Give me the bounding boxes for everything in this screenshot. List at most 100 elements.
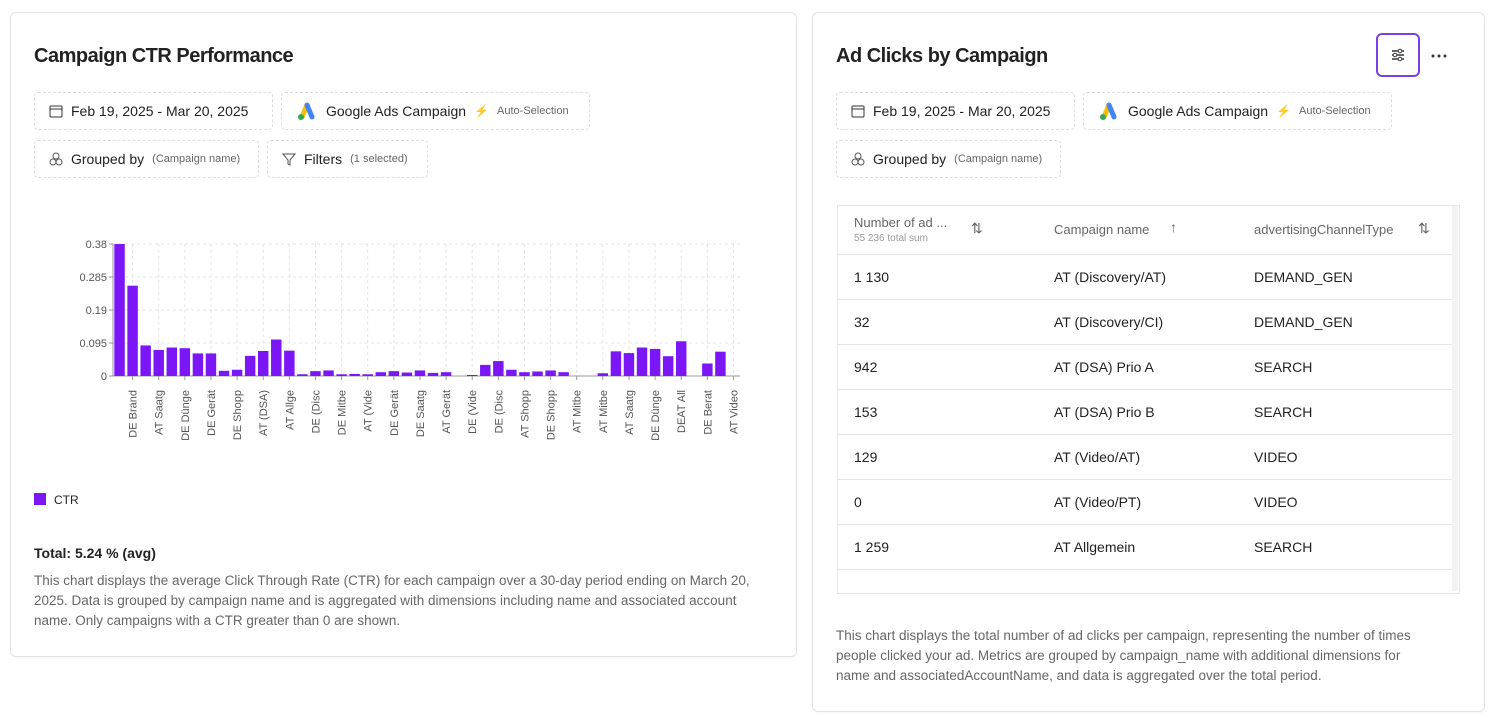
column-header[interactable]: Campaign name [1054,222,1150,237]
bar [244,355,256,376]
grouped-by-value: (Campaign name) [152,153,241,165]
x-tick-label: AT Video [728,390,740,434]
scrollbar[interactable] [1452,206,1458,591]
filter-chip[interactable]: Filters (1 selected) [267,140,428,178]
bar [414,370,426,376]
x-tick-label: AT (Vide [363,390,375,432]
x-tick-label: AT Saatg [624,390,636,435]
bar [401,372,413,376]
x-tick-label: DE (Disc [493,390,505,434]
bar [192,353,204,376]
x-tick-label: DE Shopp [232,390,244,440]
x-tick-label: DE Shopp [546,390,558,440]
x-tick-label: AT Allge [284,390,296,430]
table-row[interactable]: 1 130 AT (Discovery/AT) DEMAND_GEN [838,254,1452,300]
x-tick-label: AT Gerät [441,390,453,434]
date-chip[interactable]: Feb 19, 2025 - Mar 20, 2025 [34,92,273,130]
x-tick-label: AT Mitbe [572,390,584,433]
x-tick-label: AT Shopp [519,390,531,438]
x-tick-label: AT Mitbe [598,390,610,433]
bar [166,347,178,376]
bar [558,372,569,376]
filters-value: (1 selected) [350,153,408,165]
table-row[interactable]: 153 AT (DSA) Prio B SEARCH [838,389,1452,435]
table-row[interactable]: 32 AT (Discovery/CI) DEMAND_GEN [838,299,1452,345]
bar [532,371,543,376]
bar [493,361,504,376]
bar [127,285,138,376]
sort-icon[interactable]: ⇅ [971,220,983,236]
table-cell: AT Allgemein [1054,539,1136,555]
x-tick-label: DE (Disc [310,390,322,434]
card-title: Campaign CTR Performance [34,45,294,67]
table-row[interactable]: 942 AT (DSA) Prio A SEARCH [838,344,1452,390]
y-tick-label: 0.38 [86,239,107,251]
column-sum: 55 236 total sum [854,233,928,244]
bar [636,347,648,376]
table-row[interactable]: 1 259 AT Allgemein SEARCH [838,524,1452,570]
auto-selection: Auto-Selection [1299,105,1371,117]
table-cell: VIDEO [1254,449,1298,465]
table-row[interactable]: 129 AT (Video/AT) VIDEO [838,434,1452,480]
x-tick-label: DE Dünge [650,390,662,441]
bar [545,370,556,376]
bar [440,372,452,376]
table-cell: 1 259 [854,539,890,555]
date-chip[interactable]: Feb 19, 2025 - Mar 20, 2025 [836,92,1075,130]
bar [506,369,517,376]
bar [323,370,334,376]
source: Google Ads Campaign [1128,103,1269,119]
column-header[interactable]: Number of ad ... [854,215,948,230]
group-icon [49,152,63,166]
table-cell: AT (Discovery/CI) [1054,314,1164,330]
sort-icon[interactable]: ↑ [1170,219,1177,235]
group-icon [851,152,865,166]
bar [231,369,243,376]
filters: Filters [304,151,343,167]
table-cell: AT (Video/PT) [1054,494,1142,510]
legend-label: CTR [54,493,79,507]
bar [675,341,687,376]
table-header: Number of ad ... 55 236 total sum ⇅ Camp… [838,206,1452,255]
bar [336,374,347,376]
x-tick-label: DE Brand [128,390,140,438]
table-cell: 153 [854,404,878,420]
sliders-icon [1392,48,1404,62]
source-chip[interactable]: Google Ads Campaign ⚡ Auto-Selection [1083,92,1392,130]
table-cell: 0 [854,494,862,510]
y-tick-label: 0 [101,371,107,383]
sort-icon[interactable]: ⇅ [1418,220,1430,236]
bar [140,345,151,376]
settings-button[interactable] [1376,33,1420,77]
table-cell: AT (DSA) Prio A [1054,359,1154,375]
x-tick-label: DE Gerät [389,390,401,436]
bar [597,373,609,376]
group-chip[interactable]: Grouped by (Campaign name) [836,140,1061,178]
more-menu[interactable] [1430,50,1448,62]
description: This chart displays the total number of … [836,628,1411,683]
google-ads-icon [298,102,315,120]
bar [114,244,125,376]
source-chip[interactable]: Google Ads Campaign ⚡ Auto-Selection [281,92,590,130]
table-cell: AT (DSA) Prio B [1054,404,1155,420]
x-tick-label: DE Dünge [180,390,192,441]
table-cell: AT (Video/AT) [1054,449,1141,465]
bar [715,351,726,376]
table-cell: DEMAND_GEN [1254,269,1353,285]
table-cell: DEMAND_GEN [1254,314,1353,330]
bar [218,370,230,376]
x-tick-label: DE Gerät [206,390,218,436]
table-row[interactable]: 0 AT (Video/PT) VIDEO [838,479,1452,525]
group-chip[interactable]: Grouped by (Campaign name) [34,140,259,178]
table-cell: 942 [854,359,878,375]
x-tick-label: AT (DSA) [258,390,270,436]
bar [349,373,360,376]
bar [375,372,387,376]
source: Google Ads Campaign [326,103,467,119]
table-cell: SEARCH [1254,539,1313,555]
column-header[interactable]: advertisingChannelType [1254,222,1394,237]
bar [466,374,478,376]
date-range: Feb 19, 2025 - Mar 20, 2025 [873,103,1051,119]
bar [388,371,400,376]
